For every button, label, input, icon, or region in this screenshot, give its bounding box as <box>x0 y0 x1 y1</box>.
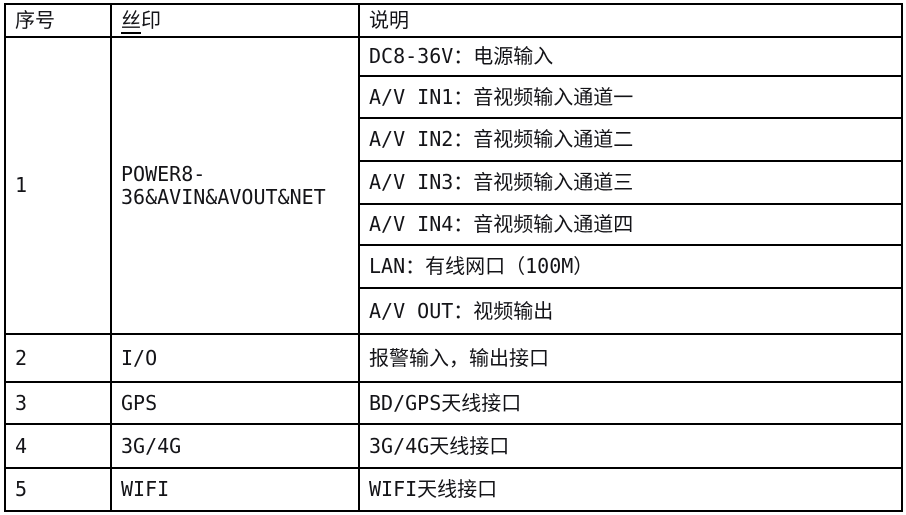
table-header-row: 序号 丝印 说明 <box>4 3 903 38</box>
silkprint-header-underlined-char: 丝 <box>121 8 141 35</box>
table-row: 2 I/O 报警输入，输出接口 <box>4 333 903 383</box>
description-cell: LAN：有线网口（100M） <box>358 244 903 289</box>
table-row: 5 WIFI WIFI天线接口 <box>4 467 903 512</box>
table-subrow: A/V IN4：音视频输入通道四 <box>5 203 903 246</box>
silkprint-header-rest: 印 <box>141 8 161 33</box>
serial-cell: 1 <box>4 36 112 335</box>
silkprint-cell: POWER8-36&AVIN&AVOUT&NET <box>110 36 360 335</box>
description-cell: A/V IN4：音视频输入通道四 <box>358 203 903 246</box>
header-cell-silkprint: 丝印 <box>110 3 360 38</box>
table-row: 1 POWER8-36&AVIN&AVOUT&NET DC8-36V：电源输入 <box>4 36 903 335</box>
table-row: 3 GPS BD/GPS天线接口 <box>4 381 903 425</box>
description-cell: WIFI天线接口 <box>358 467 903 512</box>
silkprint-cell: GPS <box>110 381 360 425</box>
table-subrow: A/V OUT：视频输出 <box>5 287 903 335</box>
table-subrow: A/V IN2：音视频输入通道二 <box>5 117 903 162</box>
silkprint-cell: 3G/4G <box>110 423 360 469</box>
description-cell: A/V OUT：视频输出 <box>358 287 903 335</box>
silkprint-description-table: 序号 丝印 说明 1 POWER8-36&AVIN&AVOUT&NET DC8-… <box>4 3 903 512</box>
serial-cell: 5 <box>4 467 112 512</box>
description-cell: 报警输入，输出接口 <box>358 333 903 383</box>
description-cell: A/V IN1：音视频输入通道一 <box>358 75 903 119</box>
serial-cell: 2 <box>4 333 112 383</box>
header-cell-description: 说明 <box>358 3 903 38</box>
silkprint-cell: WIFI <box>110 467 360 512</box>
description-cell: A/V IN3：音视频输入通道三 <box>358 160 903 205</box>
description-cell: DC8-36V：电源输入 <box>358 36 903 77</box>
serial-cell: 3 <box>4 381 112 425</box>
table-subrow: A/V IN3：音视频输入通道三 <box>5 160 903 205</box>
header-cell-serial: 序号 <box>4 3 112 38</box>
table-subrow: A/V IN1：音视频输入通道一 <box>5 75 903 119</box>
table-subrow: LAN：有线网口（100M） <box>5 244 903 289</box>
description-cell: A/V IN2：音视频输入通道二 <box>358 117 903 162</box>
silkprint-cell: I/O <box>110 333 360 383</box>
table-row: 4 3G/4G 3G/4G天线接口 <box>4 423 903 469</box>
serial-cell: 4 <box>4 423 112 469</box>
description-cell: 3G/4G天线接口 <box>358 423 903 469</box>
description-cell: BD/GPS天线接口 <box>358 381 903 425</box>
